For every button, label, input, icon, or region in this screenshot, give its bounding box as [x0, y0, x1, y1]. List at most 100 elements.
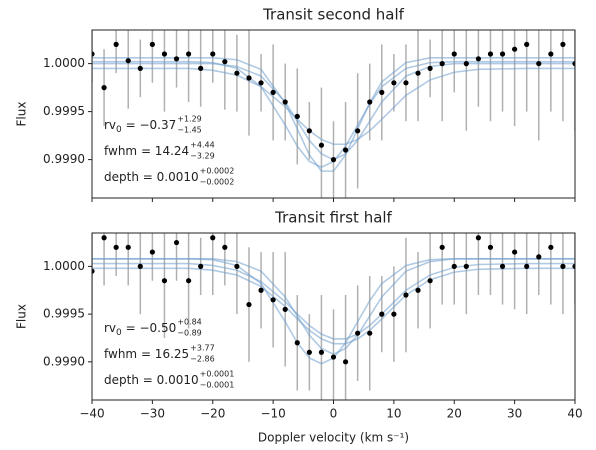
data-point [355, 330, 361, 336]
data-point [101, 235, 107, 241]
plot-area [92, 30, 575, 198]
data-point [294, 113, 300, 119]
model-line [92, 267, 575, 345]
annotation-upper: +3.77 [190, 344, 215, 353]
x-tick-label: −20 [200, 407, 225, 421]
data-point [342, 359, 349, 365]
data-point [367, 99, 373, 105]
data-point [282, 306, 288, 312]
annotation-name: rv [104, 118, 116, 132]
annotation-upper: +1.29 [177, 115, 202, 124]
data-point [439, 244, 445, 250]
x-tick-label: −40 [79, 407, 104, 421]
data-point [137, 263, 143, 269]
data-point [210, 235, 216, 241]
data-point [222, 244, 228, 250]
x-axis-label: Doppler velocity (km s⁻¹) [258, 431, 409, 445]
data-point [92, 268, 95, 274]
data-point [475, 235, 481, 241]
data-point [306, 349, 312, 355]
data-point [391, 311, 397, 317]
data-point [536, 254, 542, 260]
data-point [427, 65, 433, 71]
annotation: rv0 = −0.37 [104, 118, 176, 135]
data-point [463, 61, 469, 67]
data-point [161, 51, 168, 57]
annotation: fwhm = 14.24 [104, 144, 189, 158]
data-point [330, 157, 337, 163]
annotation: rv0 = −0.50 [104, 321, 176, 338]
annotation-lower: −0.0001 [200, 381, 235, 390]
data-point [125, 244, 131, 250]
x-tick-label: −30 [140, 407, 165, 421]
data-point [186, 278, 192, 284]
data-point [270, 297, 276, 303]
x-tick-label: 30 [507, 407, 522, 421]
data-point [342, 147, 349, 153]
data-point [572, 61, 575, 67]
data-point [318, 349, 325, 355]
data-point [161, 278, 168, 284]
data-point [282, 99, 288, 105]
data-point [524, 263, 530, 269]
data-point [113, 244, 119, 250]
annotation-upper: +0.0001 [200, 370, 235, 379]
data-point [92, 51, 95, 57]
model-line [92, 57, 575, 172]
data-point [113, 41, 119, 48]
data-point [463, 263, 469, 269]
data-point [487, 244, 494, 250]
data-point [379, 89, 385, 95]
data-point [355, 128, 361, 134]
annotation-upper: +4.44 [190, 141, 215, 150]
data-point [270, 89, 276, 95]
annotation-upper: +0.84 [177, 318, 202, 327]
y-tick-label: 0.9995 [43, 307, 85, 321]
data-point [258, 287, 264, 293]
y-tick-label: 0.9990 [43, 354, 85, 368]
x-tick-label: 0 [330, 407, 338, 421]
y-tick-label: 0.9995 [43, 104, 85, 118]
data-point [379, 311, 385, 317]
data-point [149, 249, 155, 255]
annotation-upper: +0.0002 [200, 167, 235, 176]
data-point [198, 65, 204, 71]
annotation-name: rv [104, 321, 116, 335]
data-point [125, 58, 131, 64]
data-point [451, 263, 457, 269]
data-point [210, 51, 216, 57]
annotation-name: depth [104, 373, 139, 387]
annotation-lower: −0.89 [177, 329, 202, 338]
annotation-value: = 14.24 [137, 144, 189, 158]
data-point [173, 239, 180, 246]
data-point [246, 75, 252, 81]
data-point [234, 70, 240, 76]
data-point [548, 244, 554, 250]
data-point [294, 340, 300, 346]
x-tick-label: 20 [447, 407, 462, 421]
annotation-name: fwhm [104, 144, 137, 158]
data-point [306, 128, 312, 134]
data-point [222, 59, 228, 65]
data-point [258, 80, 264, 86]
data-point [198, 263, 204, 269]
annotation-name: depth [104, 170, 139, 184]
annotation-lower: −1.45 [177, 126, 202, 135]
data-point [403, 292, 409, 298]
model-line [92, 262, 575, 340]
annotation: depth = 0.0010 [104, 373, 199, 387]
annotation-value: = −0.37 [122, 118, 176, 132]
data-point [367, 330, 373, 336]
x-tick-label: 40 [567, 407, 582, 421]
annotation-value: = 0.0010 [139, 373, 199, 387]
data-point [415, 70, 421, 76]
annotation-name: fwhm [104, 347, 137, 361]
annotation: fwhm = 16.25 [104, 347, 189, 361]
data-point [524, 41, 530, 48]
annotation-value: = 0.0010 [139, 170, 199, 184]
annotation-value: = −0.50 [122, 321, 176, 335]
data-point [487, 51, 494, 57]
x-tick-label: 10 [386, 407, 401, 421]
chart-title: Transit second half [262, 6, 405, 24]
